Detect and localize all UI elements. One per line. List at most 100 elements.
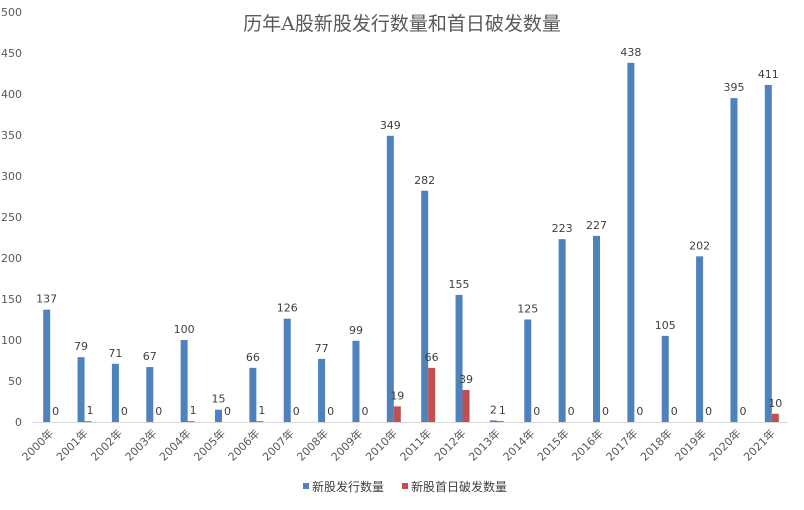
data-label: 0 (361, 405, 368, 418)
x-tick-label: 2013年 (466, 426, 503, 463)
x-tick-label: 2005年 (191, 426, 228, 463)
data-label: 0 (327, 405, 334, 418)
bar-issued (146, 367, 154, 422)
data-label: 79 (74, 340, 88, 353)
data-label: 1 (87, 404, 94, 417)
legend-item: 新股发行数量 (303, 479, 384, 494)
bar-issued (386, 135, 394, 422)
data-label: 0 (705, 405, 712, 418)
bars: 1370791710670100115066112607709903491928… (36, 46, 782, 423)
bar-issued (627, 62, 635, 423)
data-label: 395 (723, 81, 744, 94)
y-tick-label: 450 (1, 47, 22, 60)
bar-broken (256, 421, 264, 422)
data-label: 0 (224, 405, 231, 418)
data-label: 2 (490, 403, 497, 416)
data-label: 66 (425, 351, 439, 364)
y-tick-label: 150 (1, 293, 22, 306)
data-label: 10 (768, 397, 782, 410)
data-label: 126 (277, 302, 298, 315)
bar-issued (730, 98, 738, 422)
data-label: 67 (143, 350, 157, 363)
legend-swatch (402, 483, 408, 489)
data-label: 0 (671, 405, 678, 418)
bar-issued (180, 340, 188, 422)
data-label: 0 (739, 405, 746, 418)
legend-label: 新股发行数量 (312, 479, 384, 494)
x-tick-label: 2016年 (569, 426, 606, 463)
bar-issued (524, 319, 532, 422)
bar-issued (352, 340, 360, 422)
x-tick-label: 2021年 (740, 426, 777, 463)
x-tick-label: 2003年 (122, 426, 159, 463)
x-tick-label: 2010年 (362, 426, 399, 463)
x-tick-label: 2015年 (534, 426, 571, 463)
data-label: 66 (246, 351, 260, 364)
x-tick-label: 2011年 (397, 426, 434, 463)
bar-issued (455, 294, 463, 422)
data-label: 0 (533, 405, 540, 418)
bar-issued (215, 409, 222, 422)
data-label: 0 (636, 405, 643, 418)
y-tick-label: 250 (1, 211, 22, 224)
bar-issued (558, 239, 566, 422)
bar-issued (43, 309, 51, 422)
data-label: 0 (121, 405, 128, 418)
data-label: 1 (258, 404, 265, 417)
bar-issued (489, 420, 497, 422)
x-axis: 2000年2001年2002年2003年2004年2005年2006年2007年… (19, 422, 788, 464)
bar-issued (696, 256, 704, 422)
data-label: 223 (552, 222, 573, 235)
bar-issued (764, 84, 772, 422)
data-label: 0 (568, 405, 575, 418)
y-tick-label: 400 (1, 88, 22, 101)
x-tick-label: 2007年 (259, 426, 296, 463)
x-tick-label: 2018年 (637, 426, 674, 463)
x-tick-label: 2014年 (500, 426, 537, 463)
data-label: 99 (349, 324, 363, 337)
data-label: 1 (499, 404, 506, 417)
bar-issued (111, 363, 119, 422)
y-tick-label: 300 (1, 170, 22, 183)
y-tick-label: 200 (1, 252, 22, 265)
data-label: 202 (689, 239, 710, 252)
data-label: 39 (459, 373, 473, 386)
legend: 新股发行数量 新股首日破发数量 (303, 479, 507, 494)
bar-broken (496, 421, 504, 422)
data-label: 137 (36, 293, 57, 306)
bar-issued (593, 235, 600, 422)
bar-broken (187, 421, 195, 422)
x-tick-label: 2019年 (672, 426, 709, 463)
bar-issued (421, 190, 429, 422)
data-label: 227 (586, 219, 607, 232)
data-label: 411 (758, 68, 779, 81)
bar-issued (318, 358, 326, 422)
bar-broken (428, 367, 436, 422)
x-tick-label: 2012年 (431, 426, 468, 463)
y-tick-label: 0 (15, 416, 22, 429)
data-label: 0 (293, 405, 300, 418)
y-tick-label: 350 (1, 129, 22, 142)
data-label: 155 (449, 278, 470, 291)
x-tick-label: 2009年 (328, 426, 365, 463)
data-label: 349 (380, 119, 401, 132)
y-axis: 0 50 100 150 200 250 300 350 400 450 500 (1, 6, 22, 429)
data-label: 15 (212, 393, 226, 406)
legend-item: 新股首日破发数量 (402, 479, 507, 494)
x-tick-label: 2001年 (53, 426, 90, 463)
data-label: 0 (602, 405, 609, 418)
bar-broken (84, 421, 92, 422)
data-label: 282 (414, 174, 435, 187)
bar-issued (283, 318, 291, 422)
x-tick-label: 2017年 (603, 426, 640, 463)
bar-issued (661, 335, 669, 422)
data-label: 77 (315, 342, 329, 355)
data-label: 71 (108, 347, 122, 360)
data-label: 19 (390, 389, 404, 402)
data-label: 0 (52, 405, 59, 418)
y-tick-label: 50 (8, 375, 22, 388)
x-tick-label: 2020年 (706, 426, 743, 463)
x-tick-label: 2008年 (294, 426, 331, 463)
x-tick-label: 2006年 (225, 426, 262, 463)
